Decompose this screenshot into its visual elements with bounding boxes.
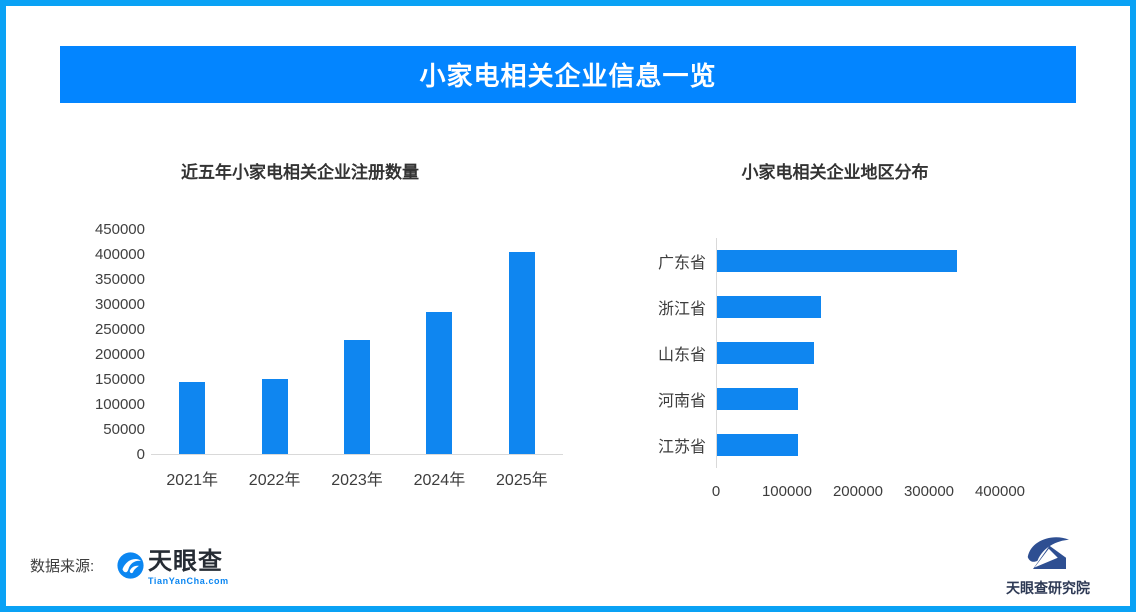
bar-山东省 xyxy=(717,342,815,364)
region-label: 河南省 xyxy=(657,393,706,410)
tianyancha-url: TianYanCha.com xyxy=(148,576,229,586)
y-tick-label: 450000 xyxy=(94,221,145,238)
region-label: 山东省 xyxy=(657,347,706,364)
bar-slot xyxy=(481,230,563,454)
data-source-label: 数据来源: xyxy=(30,558,95,575)
y-tick-label: 350000 xyxy=(94,271,145,288)
registration-bar-plot xyxy=(151,230,563,455)
bar-2024年 xyxy=(426,311,453,454)
y-tick-label: 50000 xyxy=(103,421,145,438)
y-tick-label: 100000 xyxy=(94,396,145,413)
region-row: 浙江省 xyxy=(650,284,1080,330)
x-tick-label: 300000 xyxy=(903,483,955,500)
bar-slot xyxy=(151,230,233,454)
region-label: 浙江省 xyxy=(657,301,706,318)
bar-河南省 xyxy=(717,388,798,410)
y-tick-label: 150000 xyxy=(94,371,145,388)
region-row: 山东省 xyxy=(650,330,1080,376)
bar-2022年 xyxy=(261,378,288,454)
registration-chart-title: 近五年小家电相关企业注册数量 xyxy=(181,163,419,182)
banner-title: 小家电相关企业信息一览 xyxy=(419,61,717,91)
bar-2025年 xyxy=(508,251,535,454)
x-tick-label: 400000 xyxy=(974,483,1026,500)
region-x-axis-labels: 0 100000 200000 300000 400000 xyxy=(650,483,1080,503)
tianyancha-logo: 天眼查 TianYanCha.com xyxy=(117,550,229,586)
bar-2023年 xyxy=(344,340,371,454)
bar-track xyxy=(716,330,1080,376)
x-category-label: 2024年 xyxy=(413,472,466,489)
bar-track xyxy=(716,376,1080,422)
bar-track xyxy=(716,238,1080,284)
x-category-label: 2021年 xyxy=(166,472,218,489)
bar-江苏省 xyxy=(717,434,798,456)
tianyancha-eye-icon xyxy=(117,552,144,579)
y-tick-label: 200000 xyxy=(94,346,145,363)
y-tick-label: 300000 xyxy=(94,296,145,313)
tianyancha-name: 天眼查 xyxy=(148,548,223,575)
bar-广东省 xyxy=(717,250,957,272)
bar-slot xyxy=(233,230,315,454)
x-category-label: 2023年 xyxy=(331,472,383,489)
region-row: 河南省 xyxy=(650,376,1080,422)
registration-y-axis-labels: 450000 400000 350000 300000 250000 200000 1500… xyxy=(75,222,145,463)
region-label: 江苏省 xyxy=(657,439,706,456)
y-tick-label: 250000 xyxy=(94,321,145,338)
y-tick-label: 400000 xyxy=(94,246,145,263)
x-tick-label: 100000 xyxy=(761,483,813,500)
bar-浙江省 xyxy=(717,296,822,318)
x-category-label: 2025年 xyxy=(496,472,548,489)
bar-2021年 xyxy=(179,381,206,454)
banner: 小家电相关企业信息一览 xyxy=(60,46,1076,103)
region-row: 江苏省 xyxy=(650,422,1080,468)
region-label: 广东省 xyxy=(657,255,706,272)
bar-track xyxy=(716,284,1080,330)
research-institute-logo: 天眼查研究院 xyxy=(1000,533,1096,598)
bar-slot xyxy=(398,230,480,454)
region-chart-title: 小家电相关企业地区分布 xyxy=(741,163,929,182)
x-category-label: 2022年 xyxy=(248,472,301,489)
research-institute-name: 天眼查研究院 xyxy=(1006,580,1090,596)
x-tick-label: 0 xyxy=(711,483,721,500)
bar-track xyxy=(716,422,1080,468)
research-institute-icon xyxy=(1027,537,1069,569)
region-row: 广东省 xyxy=(650,238,1080,284)
bar-slot xyxy=(316,230,398,454)
x-tick-label: 200000 xyxy=(832,483,884,500)
tianyancha-wordmark: 天眼查 TianYanCha.com xyxy=(148,548,229,587)
registration-x-axis-labels: 2021年 2022年 2023年 2024年 2025年 xyxy=(151,466,563,490)
y-tick-label: 0 xyxy=(136,446,145,463)
region-bar-rows: 广东省浙江省山东省河南省江苏省 xyxy=(650,238,1080,468)
